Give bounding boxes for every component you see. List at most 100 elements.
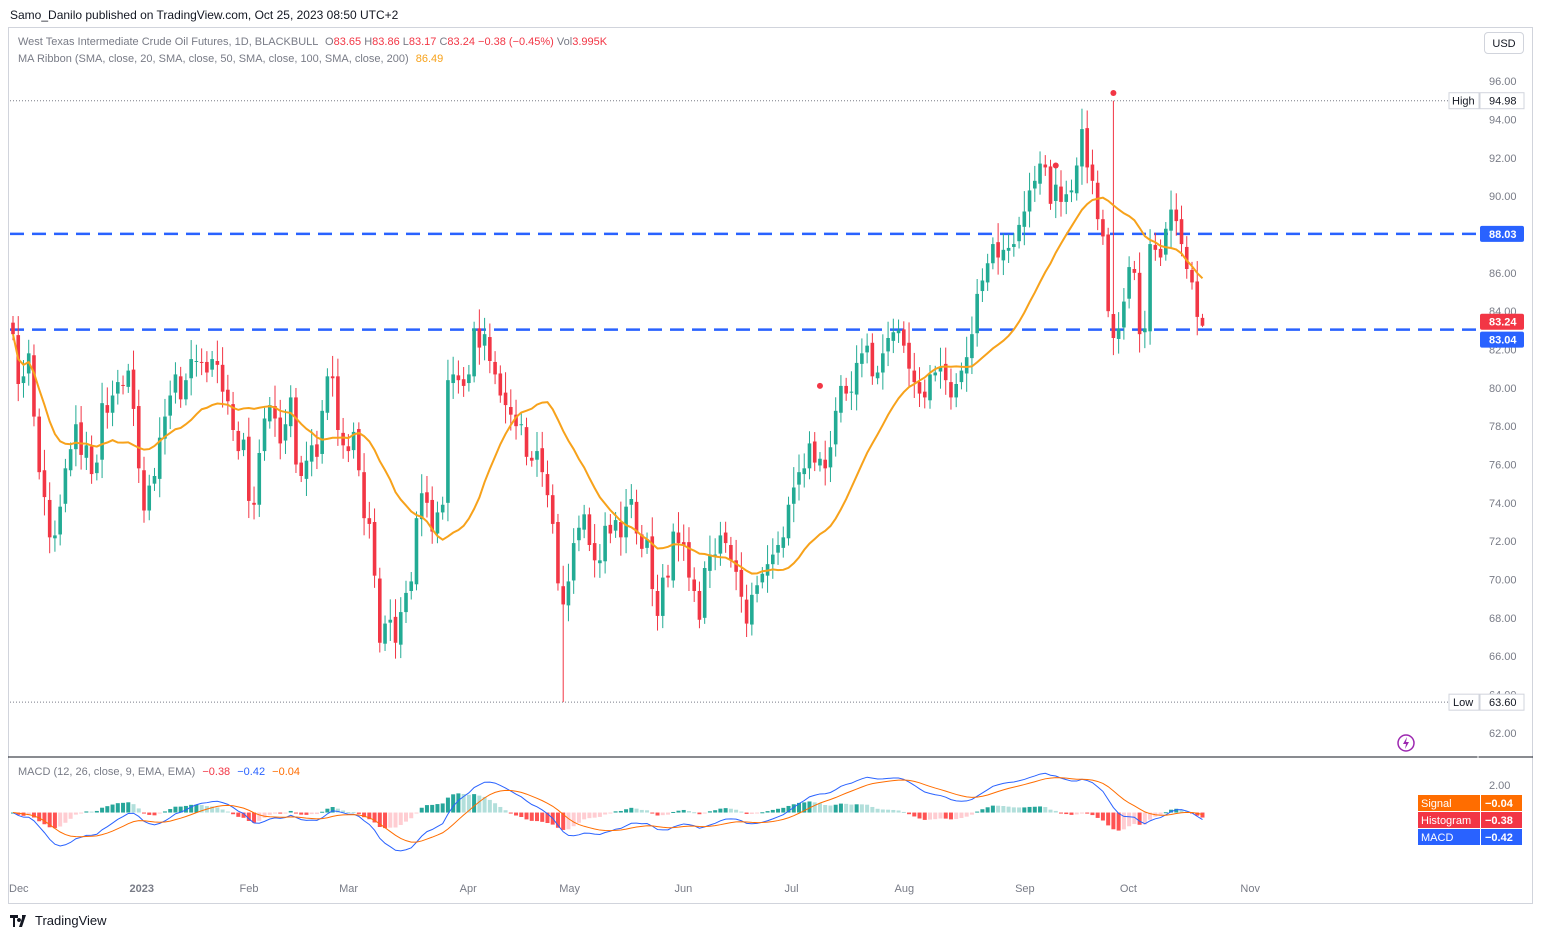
macd-histogram-bar [671, 811, 676, 813]
signal-line [12, 777, 1203, 843]
candle-body [1200, 317, 1205, 326]
price-tick-label: 96.00 [1489, 76, 1517, 88]
currency-button[interactable]: USD [1484, 32, 1524, 54]
macd-histogram-bar [241, 812, 246, 818]
macd-histogram-bar [618, 810, 623, 813]
candle-body [58, 506, 62, 535]
macd-histogram-bar [723, 808, 728, 813]
time-tick-label: Jun [674, 883, 692, 895]
candle-body [1012, 244, 1016, 247]
macd-histogram-bar [749, 812, 754, 814]
macd-histogram-bar [84, 811, 89, 813]
candle-body [917, 382, 922, 394]
macd-histogram-bar [1085, 812, 1090, 814]
macd-histogram-bar [63, 812, 68, 823]
macd-histogram-bar [1001, 805, 1006, 813]
macd-histogram-bar [597, 812, 602, 817]
candle-body [482, 334, 487, 346]
candle-body [1143, 328, 1147, 333]
candle-body [634, 501, 639, 534]
time-tick-label: Sep [1015, 883, 1035, 895]
macd-histogram-bar [451, 794, 456, 813]
time-tick-label: Mar [339, 883, 358, 895]
macd-histogram-bar [189, 804, 194, 813]
candle-body [954, 384, 958, 398]
signal-dot [1110, 90, 1117, 97]
macd-histogram-bar [246, 812, 251, 821]
candle-body [671, 531, 676, 581]
candle-body [991, 244, 995, 264]
candle-body [378, 578, 382, 643]
macd-histogram-bar [183, 805, 188, 813]
candle-body [566, 581, 571, 606]
low-value: 83.17 [408, 36, 437, 48]
candle-body [681, 542, 686, 545]
signal-tag-value: −0.04 [1485, 798, 1514, 810]
macd-histogram-bar [969, 812, 974, 815]
candle-body [624, 506, 628, 538]
macd-histogram-bar [1179, 809, 1184, 813]
candle-body [178, 376, 183, 400]
candle-body [1085, 128, 1089, 168]
candle-body [807, 443, 812, 469]
macd-histogram-bar [639, 809, 644, 813]
chart-frame [8, 27, 1533, 904]
candle-body [194, 361, 199, 362]
candle-body [975, 293, 979, 334]
macd-histogram-bar [152, 812, 157, 816]
candle-body [1048, 166, 1053, 204]
price-tick-label: 78.00 [1489, 421, 1517, 433]
candle-body [435, 512, 440, 534]
candle-body [341, 432, 345, 446]
candle-body [205, 361, 209, 373]
macd-legend-hist: −0.38 [202, 766, 231, 778]
macd-histogram-bar [817, 803, 822, 813]
macd-histogram-bar [456, 793, 461, 813]
candle-body [650, 536, 655, 590]
macd-histogram-bar [466, 794, 471, 813]
last-price-tag: 83.24 [1480, 313, 1524, 330]
macd-histogram-bar [58, 812, 63, 827]
macd-histogram-bar [760, 812, 765, 814]
macd-histogram-bar [220, 809, 225, 813]
macd-histogram-bar [765, 811, 770, 813]
low-label: L [402, 36, 409, 48]
macd-histogram-bar [409, 812, 414, 819]
candle-body [1153, 245, 1158, 250]
macd-histogram-bar [278, 812, 283, 814]
macd-histogram-bar [943, 812, 948, 819]
candle-body [739, 569, 744, 597]
candle-body [21, 376, 26, 384]
candle-body [996, 242, 1000, 258]
lightning-icon [1397, 734, 1415, 752]
tradingview-logo-icon [10, 914, 30, 927]
macd-histogram-bar [356, 812, 361, 814]
candle-body [582, 514, 586, 530]
macd-histogram-bar [713, 810, 718, 813]
macd-histogram-bar [262, 812, 267, 818]
histogram-tag: Histogram −0.38 [1418, 812, 1522, 828]
macd-histogram-bar [1053, 810, 1058, 813]
ma-ribbon-line [12, 196, 1204, 575]
macd-histogram-bar [1079, 812, 1084, 814]
candle-body [121, 384, 125, 386]
footer-brand: TradingView [35, 913, 107, 928]
candle-body [398, 612, 403, 645]
macd-histogram-bar [404, 812, 408, 822]
candle-body [708, 554, 712, 571]
price-tick-label: 72.00 [1489, 536, 1517, 548]
last-price-tag-bg [1480, 313, 1524, 330]
candle-body [503, 392, 508, 406]
macd-histogram-bar [660, 812, 665, 816]
macd-histogram-bar [1059, 812, 1063, 814]
macd-histogram-bar [1132, 812, 1137, 824]
candle-body [1101, 219, 1105, 237]
macd-histogram-bar [928, 812, 932, 820]
macd-histogram-bar [875, 808, 880, 813]
candle-body [854, 362, 859, 395]
macd-histogram-bar [529, 812, 534, 821]
candle-body [220, 364, 225, 392]
macd-histogram-bar [739, 811, 744, 813]
signal-tag-label: Signal [1421, 798, 1452, 810]
signal-tag-value-bg [1481, 795, 1522, 811]
